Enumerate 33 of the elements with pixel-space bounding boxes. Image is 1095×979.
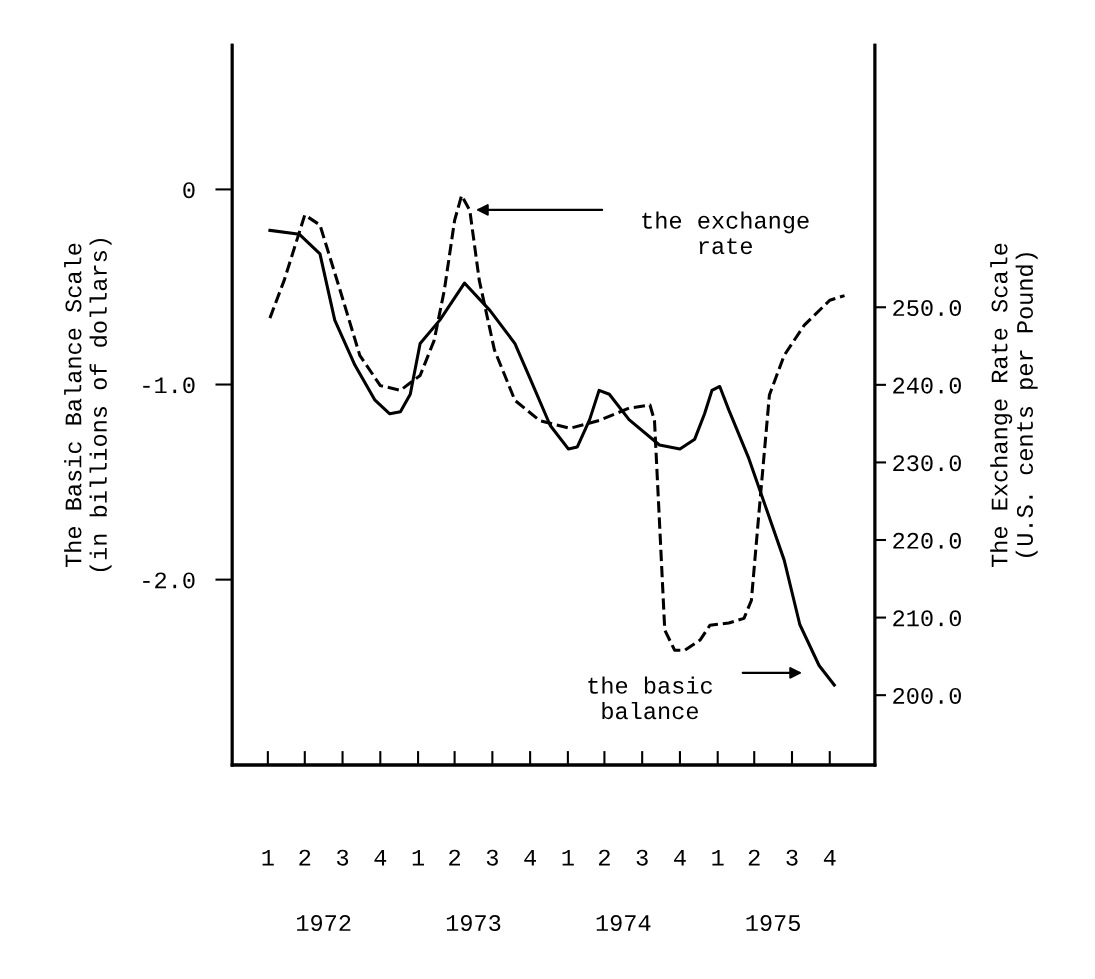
x-tick-label: 1 (262, 849, 274, 866)
y-axis-title: The Basic Balance Scale (in billions of dollars) (64, 238, 112, 572)
x-tick-label: 3 (636, 849, 648, 866)
x-tick-label: 4 (374, 849, 387, 866)
x-tick-label: 2 (748, 849, 760, 866)
x-tick-label: 1 (412, 849, 425, 866)
y2-tick-label: 220.0 (893, 532, 961, 549)
x-tick-label: 2 (598, 849, 610, 866)
y2-tick-label: 250.0 (893, 300, 961, 317)
x-tick-label: 3 (486, 849, 498, 866)
x-tick-label: 3 (786, 849, 798, 866)
x-tick-label: 2 (299, 849, 311, 866)
x-tick-label: 1 (712, 849, 724, 866)
x-tick-label: 4 (823, 849, 836, 866)
y-tick-label: -1.0 (143, 377, 195, 394)
y-tick-label: 0 (183, 182, 195, 199)
text: 1973 (446, 915, 501, 932)
y-tick-label: -2.0 (143, 572, 195, 589)
x-tick-label: 2 (449, 849, 461, 866)
text: 1975 (746, 915, 800, 932)
y2-tick-label: 240.0 (893, 377, 961, 394)
text: 1974 (596, 915, 651, 932)
x-tick-label: 4 (674, 849, 686, 866)
x-tick-label: 1 (562, 849, 574, 866)
annotation: the exchange rate (642, 211, 809, 255)
x-tick-label: 4 (524, 849, 537, 866)
annotation: the basic balance (588, 676, 712, 720)
x-tick-label: 3 (336, 849, 349, 866)
text: 1972 (297, 915, 351, 932)
y2-axis-title: The Exchange Rate Scale (U.S. cents per Pound) (990, 243, 1038, 568)
y2-tick-label: 230.0 (893, 455, 961, 472)
y2-tick-label: 200.0 (893, 687, 961, 704)
y2-tick-label: 210.0 (893, 610, 961, 627)
